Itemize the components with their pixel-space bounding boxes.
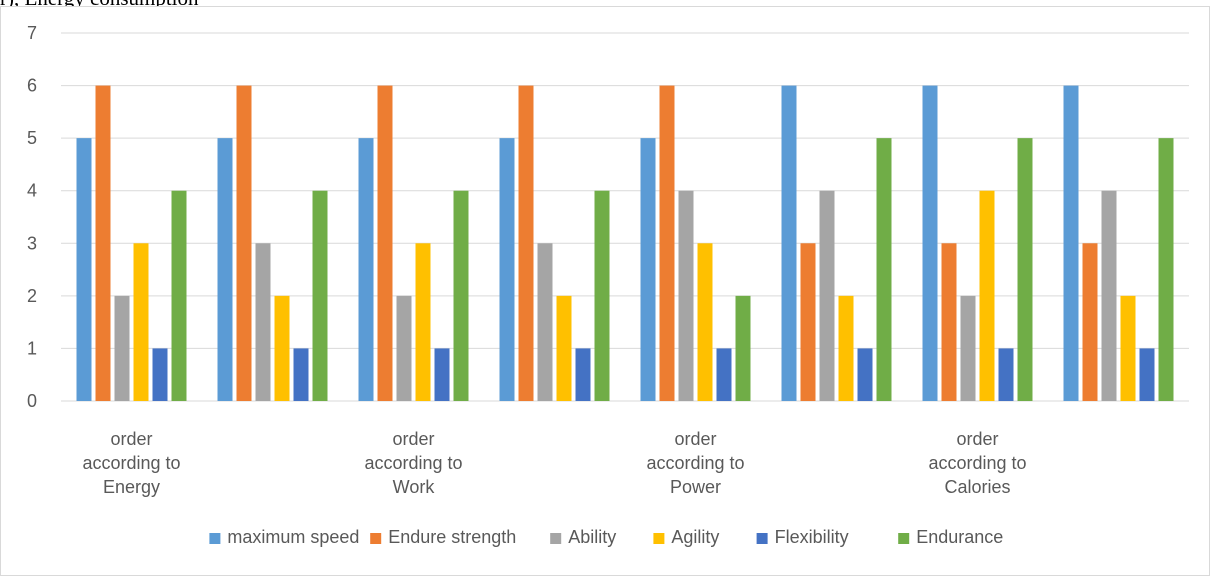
bar-maximum-speed — [76, 138, 92, 401]
bar-maximum-speed — [922, 85, 938, 402]
bar-flexibility — [152, 348, 168, 401]
bar-endurance — [171, 190, 187, 401]
chart-area: 0 1 2 3 4 5 6 7 order according to Energy order acco… — [0, 6, 1210, 576]
legend-label: maximum speed — [227, 527, 359, 547]
x-category-label: order according to Calories — [928, 429, 1026, 497]
bar-ability — [396, 295, 412, 401]
y-tick-label: 7 — [27, 23, 37, 43]
bar-endurance — [1158, 138, 1174, 401]
bar-flexibility — [1139, 348, 1155, 401]
legend-swatch — [653, 533, 665, 544]
y-tick-label: 2 — [27, 286, 37, 306]
bar-flexibility — [857, 348, 873, 401]
legend-swatch — [370, 533, 382, 544]
bar-ability — [819, 190, 835, 401]
bar-flexibility — [575, 348, 591, 401]
bar-agility — [133, 243, 149, 401]
page-header-fragment: r), Energy consumption — [0, 0, 400, 10]
y-tick-label: 0 — [27, 391, 37, 411]
x-category-label: order according to Energy — [82, 429, 180, 497]
bar-endurance — [453, 190, 469, 401]
bar-flexibility — [716, 348, 732, 401]
bar-maximum-speed — [499, 138, 515, 401]
bar-endure-strength — [518, 85, 534, 402]
bar-flexibility — [998, 348, 1014, 401]
bar-ability — [678, 190, 694, 401]
legend-swatch — [898, 533, 910, 544]
bar-ability — [960, 295, 976, 401]
y-tick-label: 4 — [27, 181, 37, 201]
bar-endure-strength — [1082, 243, 1098, 401]
bar-endure-strength — [800, 243, 816, 401]
bar-maximum-speed — [1063, 85, 1079, 402]
bar-endure-strength — [236, 85, 252, 402]
bar-agility — [274, 295, 290, 401]
legend-label: Flexibility — [775, 527, 849, 547]
x-category-label: order according to Work — [364, 429, 462, 497]
bar-endure-strength — [95, 85, 111, 402]
bar-agility — [838, 295, 854, 401]
legend-swatch — [550, 533, 562, 544]
y-tick-label: 6 — [27, 76, 37, 96]
bar-agility — [979, 190, 995, 401]
bar-flexibility — [293, 348, 309, 401]
x-category-label: order according to Power — [646, 429, 744, 497]
bar-flexibility — [434, 348, 450, 401]
bar-maximum-speed — [640, 138, 656, 401]
legend-label: Endure strength — [388, 527, 516, 547]
legend-swatch — [756, 533, 768, 544]
bar-endurance — [735, 295, 751, 401]
bar-agility — [1120, 295, 1136, 401]
y-tick-label: 1 — [27, 338, 37, 358]
bar-ability — [1101, 190, 1117, 401]
bar-maximum-speed — [781, 85, 797, 402]
y-tick-label: 3 — [27, 233, 37, 253]
bar-ability — [537, 243, 553, 401]
legend-label: Agility — [671, 527, 719, 547]
legend-swatch — [209, 533, 221, 544]
bar-endurance — [312, 190, 328, 401]
bar-endure-strength — [659, 85, 675, 402]
bar-maximum-speed — [217, 138, 233, 401]
bar-agility — [697, 243, 713, 401]
bar-chart: 0 1 2 3 4 5 6 7 order according to Energy order acco… — [27, 23, 1189, 547]
legend-label: Ability — [568, 527, 616, 547]
bar-endurance — [876, 138, 892, 401]
bar-endurance — [1017, 138, 1033, 401]
bar-maximum-speed — [358, 138, 374, 401]
legend-label: Endurance — [916, 527, 1003, 547]
bar-ability — [114, 295, 130, 401]
bar-ability — [255, 243, 271, 401]
bar-endurance — [594, 190, 610, 401]
bar-agility — [415, 243, 431, 401]
y-tick-label: 5 — [27, 128, 37, 148]
bar-agility — [556, 295, 572, 401]
bar-endure-strength — [941, 243, 957, 401]
bar-endure-strength — [377, 85, 393, 402]
